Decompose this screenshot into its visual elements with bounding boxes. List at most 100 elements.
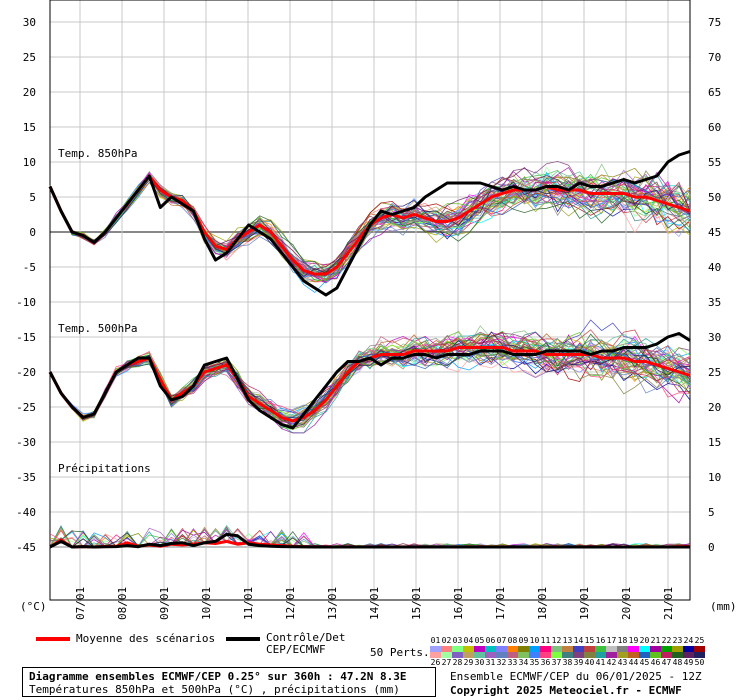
pert-colors-row-2 [430,652,705,658]
legend-perts: 50 Perts. [370,646,430,659]
right-tick-label: 60 [708,121,721,134]
x-tick-label: 09/01 [158,587,171,620]
pert-swatch [485,646,496,652]
left-tick-label: 0 [29,226,36,239]
legend-mean: Moyenne des scénarios [36,632,215,645]
pert-number: 49 [683,658,694,667]
pert-swatch [650,652,661,658]
pert-swatch [606,652,617,658]
right-tick-label: 65 [708,86,721,99]
x-tick-label: 11/01 [242,587,255,620]
pert-number: 27 [441,658,452,667]
footer-box: Diagramme ensembles ECMWF/CEP 0.25° sur … [22,667,436,697]
chart-grid [49,0,691,602]
x-tick-label: 15/01 [410,587,423,620]
left-tick-label: -30 [16,436,36,449]
pert-swatch [573,646,584,652]
pert-swatch [661,646,672,652]
pert-numbers-row-1: 01 02 03 04 05 06 07 08 09 10 11 12 13 14 15 16 17 18 19 20… [430,636,705,646]
pert-number: 17 [606,636,617,645]
pert-swatch [573,652,584,658]
pert-swatch [518,646,529,652]
pert-swatch [463,652,474,658]
pert-number: 19 [628,636,639,645]
legend-perts-label: 50 Perts. [370,646,430,659]
pert-swatch [540,652,551,658]
left-tick-label: -5 [23,261,36,274]
right-tick-label: 15 [708,436,721,449]
pert-swatch [683,646,694,652]
pert-swatch [617,652,628,658]
right-tick-label: 30 [708,331,721,344]
pert-swatch [452,652,463,658]
x-tick-label: 18/01 [536,587,549,620]
label-precip: Précipitations [58,462,151,475]
pert-swatch [496,646,507,652]
pert-number: 37 [551,658,562,667]
x-tick-label: 20/01 [620,587,633,620]
right-tick-label: 25 [708,366,721,379]
pert-swatch [628,652,639,658]
chart-axes: 302520151050-5-10-15-20-25-30-35-40-4575… [16,16,736,620]
right-tick-label: 70 [708,51,721,64]
footer-title: Diagramme ensembles ECMWF/CEP 0.25° sur … [29,670,407,683]
label-t850: Temp. 850hPa [58,147,137,160]
x-tick-label: 14/01 [368,587,381,620]
pert-number: 50 [694,658,705,667]
pert-swatch [529,652,540,658]
right-tick-label: 10 [708,471,721,484]
right-tick-label: 55 [708,156,721,169]
pert-number: 02 [441,636,452,645]
left-tick-label: 20 [23,86,36,99]
pert-numbers-row-2: 26 27 28 29 30 31 32 33 34 35 36 37 38 39 40 41 42 43 44 45… [430,658,705,668]
pert-number: 06 [485,636,496,645]
x-tick-label: 12/01 [284,587,297,620]
pert-number: 33 [507,658,518,667]
pert-swatch [452,646,463,652]
footer-copyright: Copyright 2025 Meteociel.fr - ECMWF [450,684,682,697]
x-tick-label: 19/01 [578,587,591,620]
perturbation-line [49,330,691,418]
pert-number: 29 [463,658,474,667]
pert-swatch [606,646,617,652]
pert-number: 31 [485,658,496,667]
pert-swatch [441,646,452,652]
legend-mean-swatch [36,636,70,641]
pert-swatch [628,646,639,652]
pert-swatch [463,646,474,652]
left-tick-label: -45 [16,541,36,554]
pert-number: 18 [617,636,628,645]
right-tick-label: 35 [708,296,721,309]
plot-frame [49,0,691,601]
pert-number: 40 [584,658,595,667]
pert-number: 03 [452,636,463,645]
pert-number: 21 [650,636,661,645]
legend-mean-label: Moyenne des scénarios [76,632,216,645]
pert-swatch [540,646,551,652]
pert-swatch [672,646,683,652]
x-tick-label: 08/01 [116,587,129,620]
pert-number: 48 [672,658,683,667]
control-line-precip [49,532,690,549]
left-tick-label: 25 [23,51,36,64]
right-tick-label: 45 [708,226,721,239]
legend-control-label-2: CEP/ECMWF [266,643,326,656]
pert-swatch [595,646,606,652]
left-tick-label: -35 [16,471,36,484]
pert-swatch [661,652,672,658]
perturbation-line [49,177,691,275]
legend-control: Contrôle/Det CEP/ECMWF [226,632,345,656]
pert-number: 32 [496,658,507,667]
left-tick-label: 30 [23,16,36,29]
perturbation-line [49,329,691,421]
pert-number: 16 [595,636,606,645]
pert-swatch [694,646,705,652]
left-tick-label: -20 [16,366,36,379]
pert-number: 35 [529,658,540,667]
pert-swatch [595,652,606,658]
pert-number: 23 [672,636,683,645]
footer-right: Ensemble ECMWF/CEP du 06/01/2025 - 12Z C… [450,670,702,698]
pert-swatch [474,646,485,652]
right-tick-label: 5 [708,506,715,519]
left-tick-label: -25 [16,401,36,414]
